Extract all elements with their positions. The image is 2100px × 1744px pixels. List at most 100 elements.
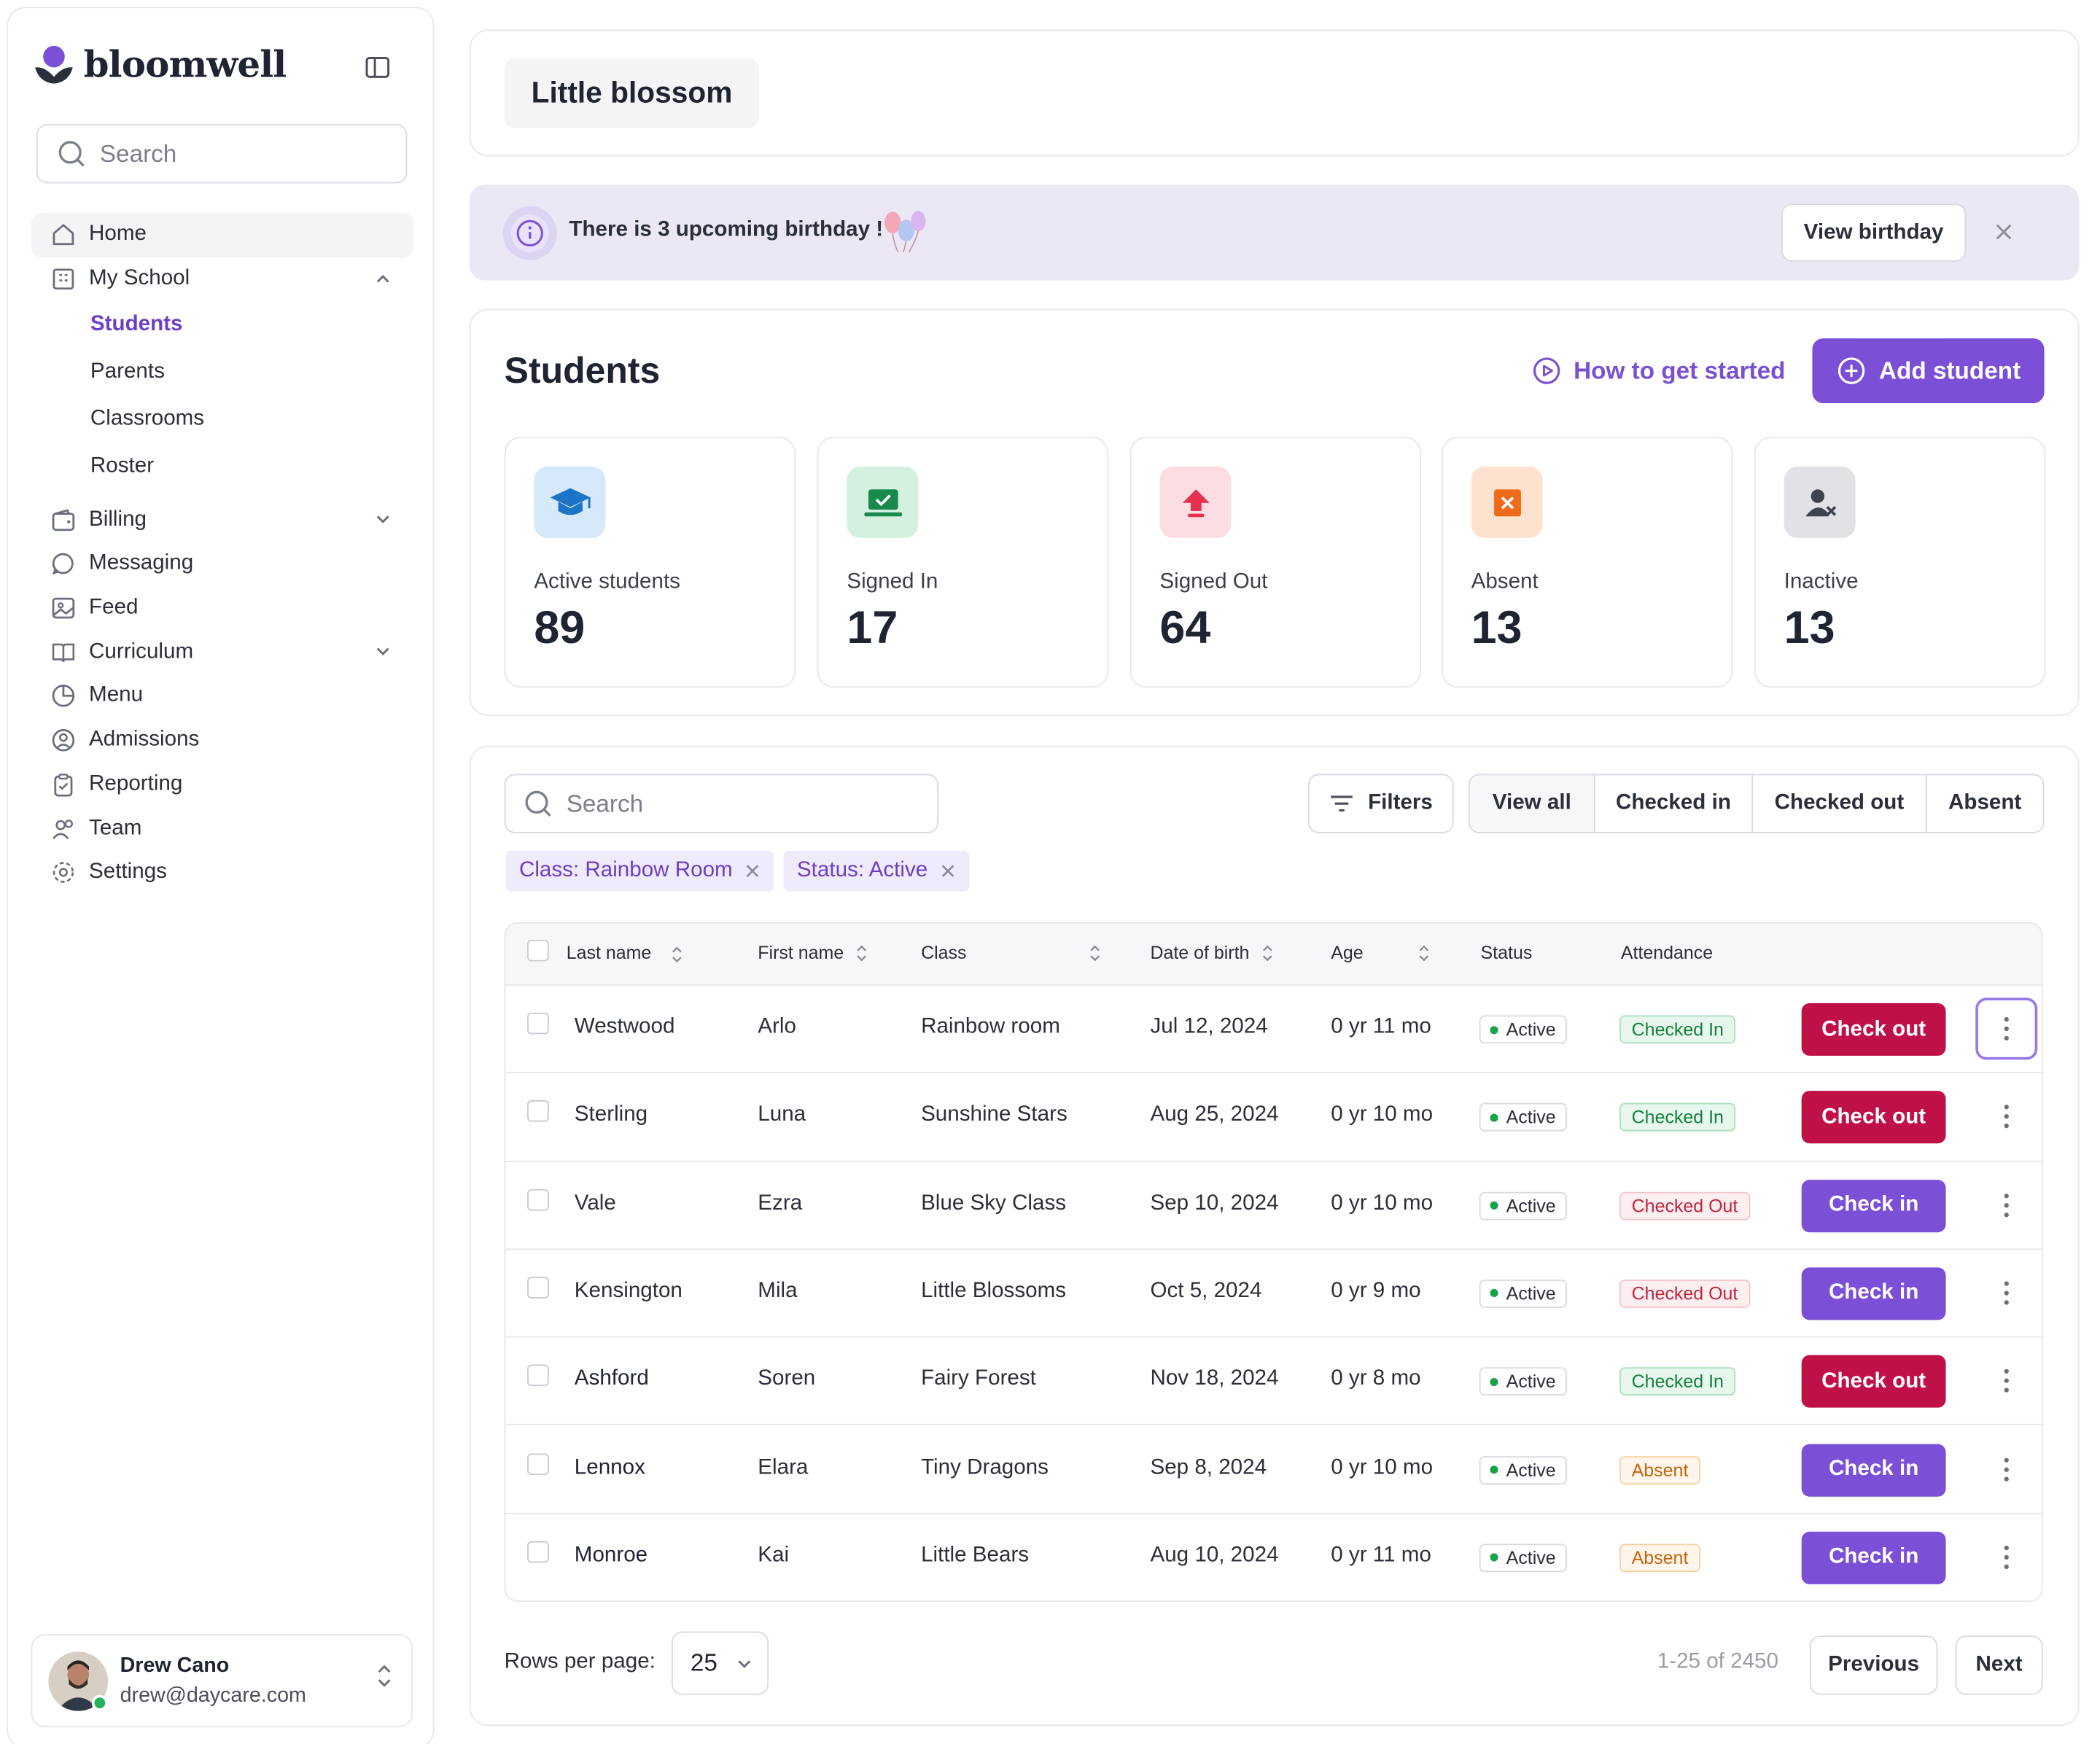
sidebar-item-messaging[interactable]: Messaging xyxy=(31,542,414,586)
row-checkbox[interactable] xyxy=(527,1541,549,1562)
tab-checked-out[interactable]: Checked out xyxy=(1751,775,1926,833)
chevron-down-icon[interactable] xyxy=(373,642,392,661)
check-in-button[interactable]: Check in xyxy=(1801,1443,1946,1496)
table-row[interactable]: Sterling Luna Sunshine Stars Aug 25, 2024 0 … xyxy=(505,1074,2042,1162)
column-class[interactable]: Class xyxy=(921,943,966,963)
sort-icon[interactable] xyxy=(1418,944,1431,963)
sidebar-subitem-students[interactable]: Students xyxy=(90,312,183,336)
rows-per-page-select[interactable]: 25 xyxy=(671,1631,769,1695)
row-actions-button[interactable] xyxy=(1975,1438,2037,1500)
column-date-of-birth[interactable]: Date of birth xyxy=(1150,943,1273,962)
add-student-button[interactable]: Add student xyxy=(1812,338,2045,403)
sidebar-item-reporting[interactable]: Reporting xyxy=(31,763,414,806)
check-out-button[interactable]: Check out xyxy=(1801,1003,1946,1056)
filter-chip-status[interactable]: Status: Active xyxy=(783,850,970,892)
filter-chip-class[interactable]: Class: Rainbow Room xyxy=(505,850,775,892)
cell-class: Fairy Forest xyxy=(921,1367,1036,1390)
tab-absent[interactable]: Absent xyxy=(1925,775,2043,833)
status-badge: Active xyxy=(1479,1103,1567,1132)
sidebar-item-team[interactable]: Team xyxy=(31,806,414,850)
cell-date-of-birth: Sep 10, 2024 xyxy=(1150,1191,1279,1215)
table-row[interactable]: Monroe Kai Little Bears Aug 10, 2024 0 yr 11… xyxy=(505,1514,2041,1600)
sidebar-item-feed[interactable]: Feed xyxy=(31,586,414,630)
row-actions-button[interactable] xyxy=(1975,1350,2037,1412)
table-row[interactable]: Ashford Soren Fairy Forest Nov 18, 2024 0 yr… xyxy=(505,1338,2042,1426)
row-checkbox[interactable] xyxy=(527,1364,549,1387)
chevron-up-icon[interactable] xyxy=(373,269,392,288)
previous-button[interactable]: Previous xyxy=(1809,1635,1938,1695)
check-out-button[interactable]: Check out xyxy=(1801,1091,1946,1144)
status-label: Active xyxy=(1506,1107,1556,1128)
sidebar-search-input[interactable]: Search xyxy=(36,124,408,184)
row-actions-button[interactable] xyxy=(1975,1262,2037,1324)
sidebar-item-curriculum[interactable]: Curriculum xyxy=(31,630,414,674)
view-birthday-button[interactable]: View birthday xyxy=(1781,203,1967,262)
cell-first-name: Arlo xyxy=(758,1015,796,1038)
check-in-button[interactable]: Check in xyxy=(1801,1531,1946,1584)
row-checkbox[interactable] xyxy=(527,1277,549,1299)
users-icon xyxy=(52,819,73,839)
column-age[interactable]: Age xyxy=(1331,943,1363,963)
sidebar-item-label: Billing xyxy=(89,507,147,532)
row-actions-button[interactable] xyxy=(1975,1174,2037,1236)
select-all-checkbox[interactable] xyxy=(527,939,549,962)
sort-icon[interactable] xyxy=(1088,944,1101,963)
stat-card-signed-in[interactable]: Signed In 17 xyxy=(817,437,1109,688)
building-icon xyxy=(52,268,74,290)
stat-card-signed-out[interactable]: Signed Out 64 xyxy=(1129,437,1422,688)
sort-icon xyxy=(672,946,682,963)
cell-last-name: Kensington xyxy=(574,1279,682,1303)
check-out-button[interactable]: Check out xyxy=(1801,1355,1946,1409)
column-last-name[interactable]: Last name xyxy=(567,940,684,964)
sidebar-item-my-school[interactable]: My School xyxy=(31,257,414,301)
tab-view-all[interactable]: View all xyxy=(1469,775,1594,833)
sidebar-subitem-roster[interactable]: Roster xyxy=(90,453,155,478)
cell-age: 0 yr 11 mo xyxy=(1331,1543,1431,1567)
cell-date-of-birth: Jul 12, 2024 xyxy=(1150,1015,1268,1038)
table-row[interactable]: Kensington Mila Little Blossoms Oct 5, 2024… xyxy=(505,1250,2042,1338)
stat-card-absent[interactable]: Absent 13 xyxy=(1441,437,1733,688)
sidebar-subitem-classrooms[interactable]: Classrooms xyxy=(90,407,205,430)
chevron-down-icon[interactable] xyxy=(373,510,392,529)
row-actions-button[interactable] xyxy=(1975,997,2038,1060)
stat-value: 13 xyxy=(1471,602,1522,654)
row-checkbox[interactable] xyxy=(527,1452,549,1475)
user-profile-card[interactable]: Drew Cano drew@daycare.com xyxy=(31,1634,413,1727)
table-row[interactable]: Vale Ezra Blue Sky Class Sep 10, 2024 0 yr 1… xyxy=(505,1161,2042,1250)
sidebar-item-billing[interactable]: Billing xyxy=(31,498,414,542)
row-checkbox[interactable] xyxy=(527,1188,549,1210)
filters-button[interactable]: Filters xyxy=(1307,774,1454,833)
status-dot xyxy=(1490,1289,1498,1298)
sidebar-item-settings[interactable]: Settings xyxy=(31,851,414,895)
close-icon[interactable] xyxy=(940,863,956,879)
sidebar-item-admissions[interactable]: Admissions xyxy=(31,718,414,762)
table-row[interactable]: Lennox Elara Tiny Dragons Sep 8, 2024 0 yr 1… xyxy=(505,1426,2042,1514)
sidebar-item-home[interactable]: Home xyxy=(31,213,414,257)
tab-checked-in[interactable]: Checked in xyxy=(1593,775,1751,833)
close-icon[interactable] xyxy=(744,863,761,879)
row-checkbox[interactable] xyxy=(527,1100,549,1123)
cell-age: 0 yr 10 mo xyxy=(1331,1103,1434,1126)
info-icon xyxy=(502,206,557,260)
cell-date-of-birth: Sep 8, 2024 xyxy=(1150,1455,1267,1479)
table-row[interactable]: Westwood Arlo Rainbow room Jul 12, 2024 0 yr… xyxy=(505,986,2042,1074)
row-actions-button[interactable] xyxy=(1975,1086,2037,1148)
row-checkbox[interactable] xyxy=(527,1012,549,1035)
cell-first-name: Soren xyxy=(758,1367,816,1390)
stat-card-active-students[interactable]: Active students 89 xyxy=(504,437,796,688)
row-actions-button[interactable] xyxy=(1975,1526,2037,1588)
school-name[interactable]: Little blossom xyxy=(504,58,760,128)
next-button[interactable]: Next xyxy=(1955,1635,2043,1695)
sidebar-subitem-parents[interactable]: Parents xyxy=(90,359,165,383)
sidebar-item-menu[interactable]: Menu xyxy=(31,674,414,718)
close-icon[interactable] xyxy=(1993,221,2015,243)
check-in-button[interactable]: Check in xyxy=(1801,1179,1946,1232)
chevron-selector-icon[interactable] xyxy=(373,1662,395,1689)
logo[interactable]: bloomwell xyxy=(32,43,287,86)
check-in-button[interactable]: Check in xyxy=(1801,1267,1946,1320)
stat-card-inactive[interactable]: Inactive 13 xyxy=(1754,437,2046,688)
table-search-input[interactable]: Search xyxy=(504,774,939,833)
how-to-get-started-link[interactable]: How to get started xyxy=(1532,356,1786,386)
sidebar-toggle-icon[interactable] xyxy=(364,54,391,81)
column-first-name[interactable]: First name xyxy=(758,943,868,962)
